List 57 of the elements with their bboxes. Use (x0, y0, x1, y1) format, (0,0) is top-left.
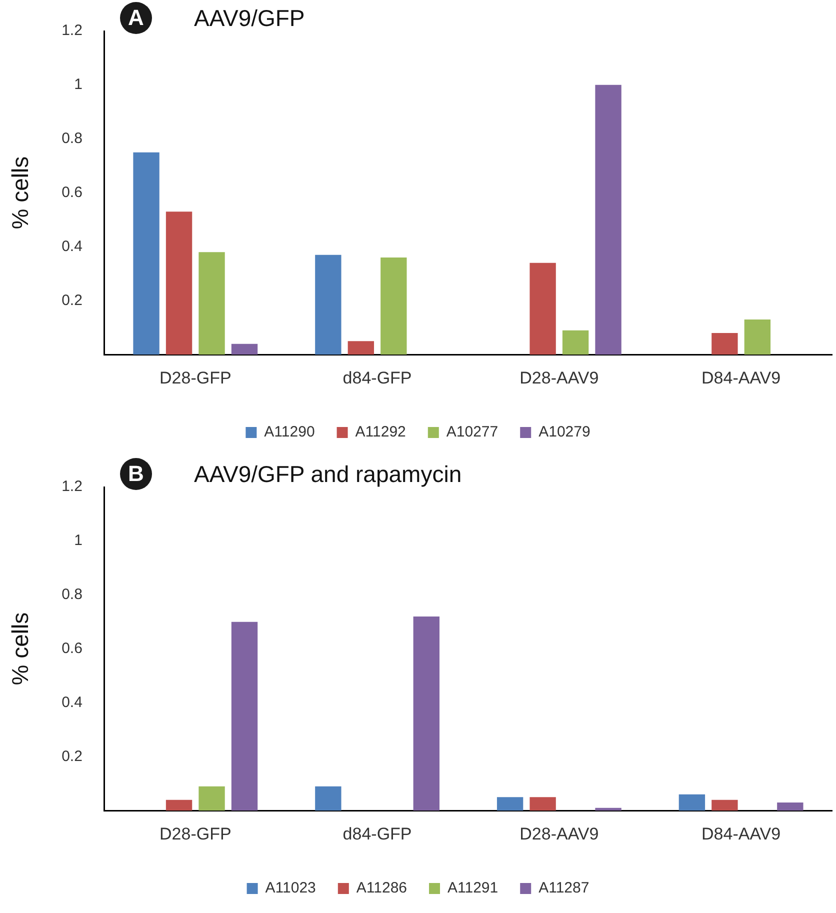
legend-label: A10279 (538, 424, 590, 441)
bar (315, 786, 342, 811)
bar (744, 320, 771, 355)
y-tick-label: 1.2 (62, 478, 82, 496)
bar (166, 212, 192, 355)
x-tick-label: D28-GFP (159, 824, 232, 844)
bar (530, 262, 556, 355)
y-tick-label: 1.2 (62, 22, 82, 40)
panel-badge: A (120, 2, 152, 34)
x-tick-label: D84-AAV9 (702, 368, 781, 388)
bar (198, 786, 225, 811)
y-tick-label: 1 (74, 76, 82, 94)
x-tick-label: D28-GFP (159, 368, 232, 388)
bar (413, 616, 440, 811)
bar (595, 84, 622, 355)
y-tick-label: 1 (74, 532, 82, 550)
y-tick-label: 0.6 (62, 640, 82, 657)
legend-label: A11287 (538, 880, 590, 897)
bar (166, 800, 192, 811)
y-axis-title: % cells (7, 612, 34, 686)
legend-label: A11292 (355, 424, 406, 441)
bar (380, 258, 407, 355)
bar (712, 333, 738, 355)
y-tick-label: 0.8 (62, 586, 82, 604)
y-tick-label: 0.2 (62, 748, 82, 765)
chart-title: AAV9/GFP and rapamycin (194, 460, 462, 488)
y-tick-label: 0.8 (62, 130, 82, 148)
x-tick-label: D28-AAV9 (520, 368, 599, 388)
bar (530, 797, 556, 811)
bar (198, 252, 225, 355)
bar (678, 794, 706, 811)
bar (231, 622, 258, 811)
x-tick-label: d84-GFP (342, 368, 412, 388)
bar (315, 254, 342, 355)
x-tick-label: d84-GFP (342, 824, 412, 844)
chart-title: AAV9/GFP (194, 4, 305, 32)
bar (348, 341, 374, 355)
x-tick-label: D28-AAV9 (520, 824, 599, 844)
bar (712, 800, 738, 811)
y-tick-label: 0.6 (62, 184, 82, 201)
bar (133, 152, 160, 355)
legend-label: A10277 (446, 424, 498, 441)
bar (777, 802, 804, 811)
legend-label: A11291 (448, 880, 498, 897)
y-axis-title: % cells (7, 156, 34, 230)
y-tick-label: 0.2 (62, 292, 82, 309)
y-tick-label: 0.4 (62, 694, 82, 711)
panel-badge: B (120, 458, 152, 490)
x-tick-label: D84-AAV9 (702, 824, 781, 844)
legend-label: A11290 (264, 424, 315, 441)
bar (496, 797, 524, 811)
bar (231, 344, 258, 355)
bar (595, 808, 622, 811)
legend-label: A11023 (265, 880, 316, 897)
y-tick-label: 0.4 (62, 238, 82, 255)
legend-label: A11286 (356, 880, 408, 897)
bar (562, 330, 589, 355)
